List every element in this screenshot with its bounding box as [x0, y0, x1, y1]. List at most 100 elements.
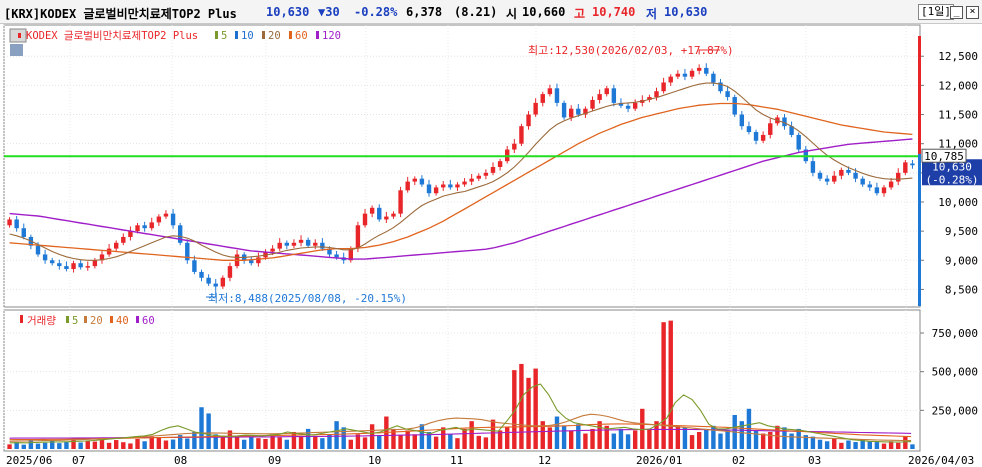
candle-body	[874, 187, 880, 194]
candle-body	[611, 88, 617, 103]
minimize-button[interactable]: _	[950, 6, 963, 19]
period-selector[interactable]: [1일]	[918, 4, 954, 20]
candle-body	[718, 82, 723, 92]
candle-body	[789, 126, 794, 135]
vol-legend-ma60: 60	[142, 315, 155, 327]
candle-body	[753, 132, 759, 141]
price-tick-label: 9,000	[945, 254, 978, 267]
legend-ma60-swatch	[289, 31, 292, 39]
candle-body	[483, 172, 489, 176]
candle-body	[412, 178, 417, 182]
volume-bar	[50, 440, 55, 449]
candle-body	[384, 216, 389, 220]
volume-bar	[234, 437, 240, 449]
candle-body	[128, 231, 133, 237]
volume-bar	[106, 442, 112, 449]
candle-body	[519, 126, 524, 144]
legend-ma20-swatch	[262, 31, 265, 39]
candle-body	[377, 207, 382, 220]
low-label: 저	[646, 7, 658, 21]
candle-body	[846, 169, 851, 173]
candle-body	[192, 260, 197, 272]
candle-body	[746, 126, 752, 133]
volume-bar	[291, 431, 297, 449]
volume-bar	[362, 437, 368, 449]
volume-bar	[249, 435, 254, 449]
volume-bar	[455, 438, 460, 449]
volume-bar	[568, 430, 574, 449]
volume-bar	[256, 438, 261, 449]
volume-bar	[696, 431, 702, 449]
candle-body	[654, 91, 659, 98]
candle-body	[206, 277, 211, 284]
volume-bar	[682, 427, 688, 449]
volume-bar	[419, 424, 425, 449]
close-button[interactable]: ×	[966, 6, 979, 19]
candle-body	[177, 225, 183, 243]
volume-bar	[263, 438, 268, 449]
current-pct-label: (-0.28%)	[926, 173, 979, 186]
price-tick-label: 8,500	[945, 283, 978, 296]
candle-body	[149, 222, 154, 229]
volume-moving-averages	[9, 383, 912, 444]
volume-bar	[213, 434, 218, 449]
candle-body	[405, 181, 410, 191]
candle-body	[526, 114, 531, 127]
candle-body	[682, 73, 688, 77]
candle-body	[832, 175, 837, 182]
high-annotation: 최고:12,530(2026/02/03, +17.87%)	[528, 44, 734, 57]
volume-bar	[412, 434, 417, 449]
volume-tick-label: 250,000	[932, 404, 978, 417]
candle-body	[896, 172, 901, 182]
volume-bar	[398, 435, 403, 449]
volume-bar	[576, 424, 581, 449]
volume-bar	[149, 436, 154, 449]
volume-bar	[305, 428, 311, 449]
ma120-line	[9, 138, 913, 260]
candle-body	[547, 88, 553, 95]
candle-body	[839, 169, 844, 176]
volume-y-axis: 250,000 500,000 750,000	[920, 327, 978, 417]
volume-bar	[241, 439, 247, 449]
candle-body	[362, 213, 368, 226]
vol-ma60-swatch	[136, 316, 139, 323]
volume-bar	[540, 421, 545, 449]
candle-body	[696, 67, 702, 71]
vol-legend-ma5: 5	[72, 315, 78, 327]
candle-body	[185, 242, 190, 261]
volume-bar	[298, 436, 304, 449]
candle-body	[540, 94, 545, 103]
moving-averages	[9, 82, 913, 261]
volume-bar	[227, 430, 233, 449]
candle-body	[305, 239, 311, 246]
price-change: ▼30	[318, 5, 340, 19]
legend-ma120-swatch	[316, 31, 319, 39]
volume-bar	[7, 444, 12, 449]
candle-body	[35, 245, 41, 255]
chart-area[interactable]: 8,5009,0009,50010,00010,50011,00011,5001…	[0, 24, 982, 467]
candle-body	[711, 73, 716, 83]
candle-body	[469, 178, 474, 182]
candle-body	[220, 277, 226, 287]
volume-bar	[462, 428, 467, 449]
candle-body	[7, 219, 12, 226]
volume-bar	[782, 427, 787, 449]
legend-hoga-icon[interactable]	[10, 44, 23, 56]
volume-bar	[320, 438, 325, 449]
ticker-name: [KRX]KODEX 글로벌비만치료제TOP2 Plus	[4, 7, 237, 21]
candle-body	[21, 228, 26, 237]
candle-body	[99, 254, 105, 261]
volume-bar	[220, 436, 226, 449]
legend-ma120: 120	[322, 30, 341, 42]
volume-bar	[668, 320, 673, 449]
candles	[7, 63, 915, 291]
volume-bar	[640, 408, 645, 449]
volume-legend-name: 거래량	[27, 315, 56, 327]
volume-bar	[35, 443, 41, 449]
volume-bar	[441, 427, 446, 449]
volume-bar	[497, 430, 503, 449]
volume-bar	[554, 416, 560, 449]
candle-body	[348, 248, 354, 261]
candle-body	[888, 181, 894, 188]
volume-bar	[448, 434, 453, 449]
